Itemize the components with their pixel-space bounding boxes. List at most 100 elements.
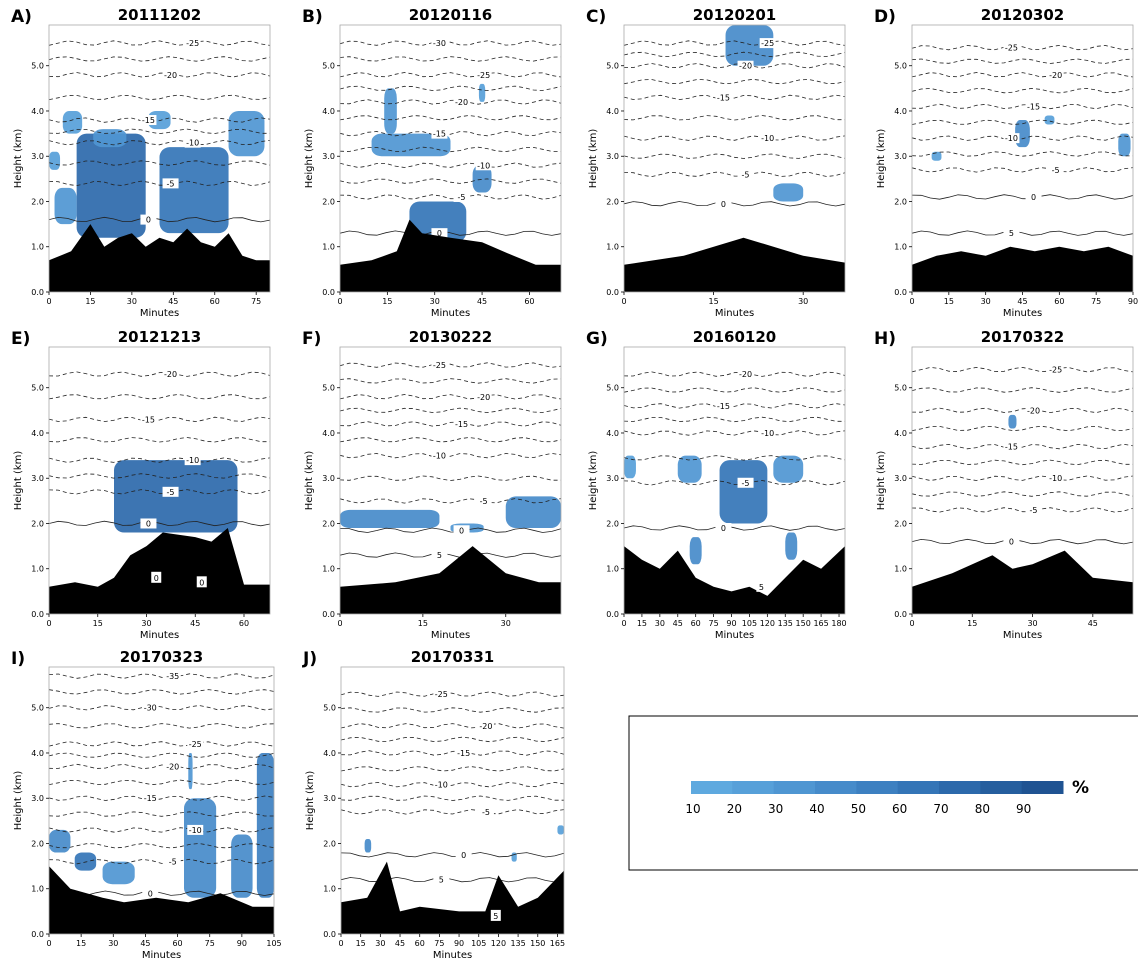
- contour-label-bg: [455, 849, 472, 860]
- frequency-cell: [231, 834, 253, 898]
- plot-frame: [48, 24, 271, 293]
- contour-label: -10: [1005, 134, 1018, 143]
- y-tick-label: 0.0: [323, 930, 336, 939]
- contour-label: 0: [461, 851, 466, 860]
- panel-6: 5 0 -5 -10 -15 -20 -25 0.0 1.0 2.0 3.0 4.0 5.0 0 15 30 M…: [302, 328, 562, 641]
- contour-label: -5: [482, 808, 490, 817]
- contour-line: [912, 87, 1133, 94]
- terrain-label-bg: [151, 571, 162, 583]
- contour-label-bg: [162, 369, 179, 380]
- plot-area: 5 0 -5 -10 -15 -20 -25: [912, 42, 1133, 292]
- colorbar-swatch: [773, 781, 816, 794]
- x-tick-label: 75: [1091, 297, 1101, 306]
- contour-line: [49, 371, 270, 377]
- contour-line: [624, 403, 845, 409]
- x-tick-label: 45: [190, 619, 200, 628]
- contour-label-bg: [715, 198, 732, 209]
- panel-9: 0 -5 -10 -15 -20 -25 -30 -35 0.0 1.0 2.0 3.0 4.0 5.0 0…: [11, 648, 282, 961]
- x-tick-label: 30: [430, 297, 440, 306]
- terrain: [912, 246, 1133, 292]
- contour-line: [340, 194, 561, 200]
- x-tick-label: 0: [337, 297, 342, 306]
- contour-label-bg: [759, 133, 776, 144]
- contour-label: -5: [167, 488, 175, 497]
- contour-label-bg: [475, 69, 492, 80]
- contour-label: -25: [1049, 366, 1062, 375]
- frequency-cell: [228, 110, 265, 157]
- panel-title: 20130222: [409, 328, 493, 346]
- contour-label-bg: [431, 38, 448, 49]
- contour-label-bg: [431, 550, 448, 561]
- x-tick-label: 0: [46, 939, 51, 948]
- terrain-label-bg: [756, 580, 767, 592]
- contour-line: [49, 473, 270, 479]
- x-axis-label: Minutes: [140, 630, 179, 641]
- colorbar-tick-label: 80: [975, 802, 990, 816]
- contour-line: [340, 130, 561, 137]
- contour-label: -25: [435, 690, 448, 699]
- contour-line: [49, 394, 270, 400]
- y-tick-label: 3.0: [31, 474, 44, 483]
- panel-letter: B): [302, 7, 323, 27]
- contour-label: -20: [164, 71, 177, 80]
- y-tick-label: 0.0: [31, 930, 44, 939]
- x-tick-label: 75: [434, 939, 444, 948]
- y-tick-label: 5.0: [31, 704, 44, 713]
- y-axis-label: Height (km): [588, 129, 599, 189]
- x-tick-label: 60: [172, 939, 182, 948]
- y-tick-label: 2.0: [606, 197, 619, 206]
- y-tick-label: 1.0: [606, 565, 619, 574]
- contour-label: -10: [186, 139, 199, 148]
- contour-line: [49, 741, 274, 747]
- panel-7: 0 -5 -10 -15 -20 5 0.0 1.0 2.0 3.0 4.0 5.0 0 15 30 45 60…: [586, 328, 847, 641]
- contour-label-bg: [759, 427, 776, 438]
- x-tick-label: 90: [1128, 297, 1138, 306]
- y-tick-label: 4.0: [322, 107, 335, 116]
- frequency-cell: [184, 798, 217, 898]
- y-tick-label: 5.0: [606, 62, 619, 71]
- contour-label-bg: [453, 525, 470, 536]
- y-tick-label: 2.0: [31, 197, 44, 206]
- y-tick-label: 4.0: [322, 429, 335, 438]
- contour-label: -15: [455, 420, 468, 429]
- y-tick-label: 1.0: [322, 243, 335, 252]
- contour-label-bg: [737, 60, 754, 71]
- x-tick-label: 15: [76, 939, 86, 948]
- contour-line: [49, 128, 270, 135]
- contour-line: [912, 443, 1133, 450]
- frequency-cell: [74, 852, 97, 871]
- contour-line: [340, 115, 561, 121]
- contour-line: [340, 378, 561, 384]
- y-tick-label: 5.0: [31, 384, 44, 393]
- contour-label-bg: [431, 228, 448, 239]
- frequency-cell: [785, 532, 798, 560]
- panel-title: 20170331: [411, 648, 495, 666]
- contour-label-bg: [184, 137, 201, 148]
- x-tick-label: 45: [395, 939, 405, 948]
- x-tick-label: 15: [382, 297, 392, 306]
- contour-line: [912, 425, 1133, 432]
- plot-area: 0 -5 -10 -15 -20 -25: [49, 38, 270, 292]
- plot-area: 0 -5 -10 -15 -20 5: [624, 369, 845, 614]
- terrain: [49, 866, 274, 934]
- contour-label-bg: [737, 477, 754, 488]
- contour-label: -15: [433, 130, 446, 139]
- plot-area: 0 -5 -10 -15 -20 0 0: [49, 369, 270, 614]
- contour-line: [340, 552, 561, 558]
- panel-letter: J): [302, 649, 317, 669]
- contour-label-bg: [715, 523, 732, 534]
- contour-line: [912, 151, 1133, 157]
- contour-label: -25: [761, 39, 774, 48]
- frequency-cell: [409, 201, 467, 243]
- x-tick-label: 60: [524, 297, 534, 306]
- x-tick-label: 15: [709, 297, 719, 306]
- contour-label: -25: [1005, 44, 1018, 53]
- x-tick-label: 60: [210, 297, 220, 306]
- terrain: [624, 546, 845, 614]
- y-tick-label: 3.0: [31, 152, 44, 161]
- contour-line: [49, 180, 270, 187]
- terrain: [49, 224, 270, 292]
- panel-title: 20120302: [981, 6, 1065, 24]
- contour-label: -30: [144, 704, 157, 713]
- contour-line: [624, 455, 845, 461]
